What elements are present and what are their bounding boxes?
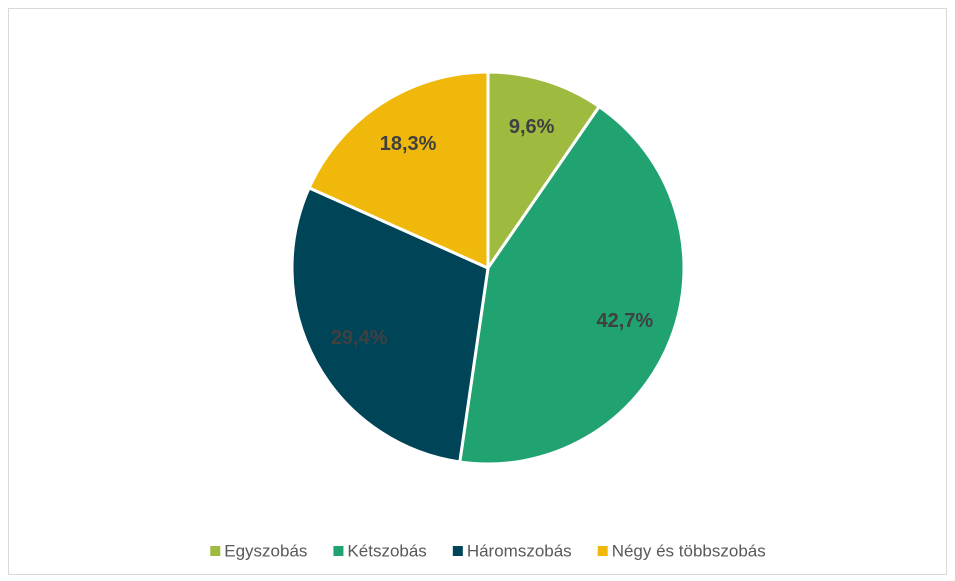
legend-swatch	[597, 546, 608, 556]
data-label: 29,4%	[331, 327, 388, 349]
legend-label: Egyszobás	[224, 541, 307, 560]
pie-slice	[458, 104, 686, 466]
legend-swatch	[333, 546, 344, 556]
legend-label: Négy és többszobás	[612, 541, 766, 560]
legend-swatch	[452, 546, 463, 556]
legend-label: Háromszobás	[467, 541, 572, 560]
data-label: 9,6%	[509, 116, 555, 138]
pie-slice	[290, 185, 490, 464]
legend-swatch	[210, 546, 221, 556]
pie-slice	[307, 70, 490, 271]
data-label: 18,3%	[380, 133, 437, 155]
legend-label: Kétszobás	[347, 541, 426, 560]
data-label: 42,7%	[596, 310, 653, 332]
pie-slice	[486, 70, 602, 273]
